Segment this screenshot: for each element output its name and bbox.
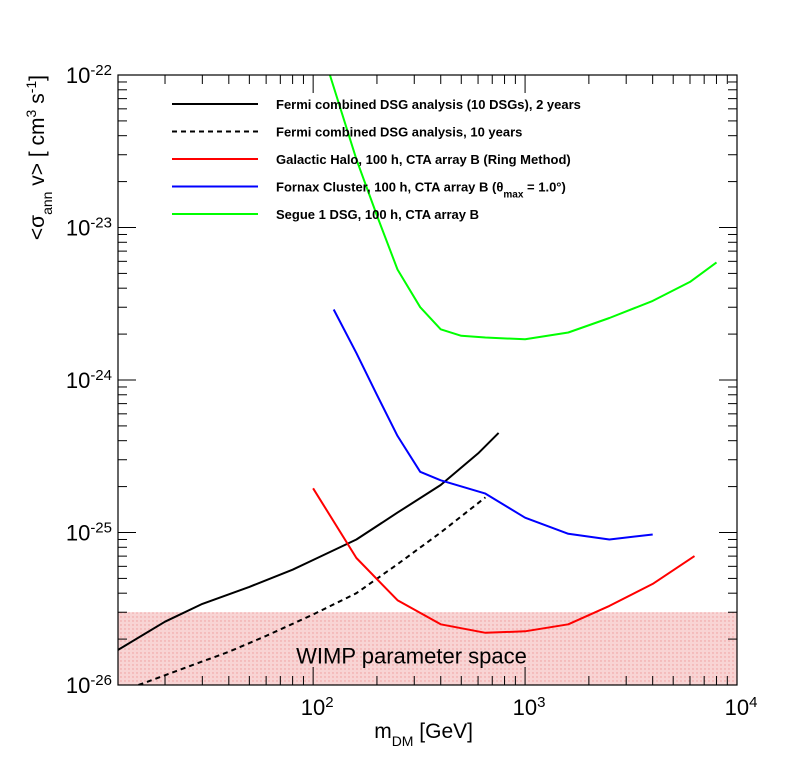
- series-layer: [118, 75, 718, 685]
- series-line-4: [328, 75, 718, 341]
- legend-label-0: Fermi combined DSG analysis (10 DSGs), 2…: [276, 97, 581, 112]
- x-tick-label: 103: [513, 694, 546, 721]
- y-tick-label: 10-26: [66, 672, 112, 699]
- legend-label-1: Fermi combined DSG analysis, 10 years: [276, 125, 522, 140]
- legend: Fermi combined DSG analysis (10 DSGs), 2…: [172, 97, 581, 222]
- series-line-2: [312, 487, 696, 634]
- y-tick-label: 10-24: [66, 367, 112, 394]
- y-tick-label: 10-22: [66, 62, 112, 89]
- y-axis-title: <σann v> [ cm3 s-1]: [23, 75, 55, 240]
- plot-frame: [117, 74, 738, 686]
- plot-background: [118, 75, 737, 685]
- wimp-band-label: WIMP parameter space: [296, 644, 527, 669]
- y-tick-label: 10-25: [66, 519, 112, 546]
- legend-label-4: Segue 1 DSG, 100 h, CTA array B: [276, 207, 479, 222]
- series-line-0: [118, 432, 500, 651]
- x-axis-title: mDM [GeV]: [374, 720, 473, 749]
- y-tick-label: 10-23: [66, 214, 112, 241]
- legend-label-3: Fornax Cluster, 100 h, CTA array B (θmax…: [276, 180, 566, 201]
- series-line-1: [138, 496, 487, 685]
- x-tick-label: 102: [301, 694, 334, 721]
- series-line-3: [332, 309, 653, 541]
- tick-labels: 102 103 104 10-22 10-23 10-24 10-25 10-26: [66, 62, 758, 721]
- x-tick-label: 104: [725, 694, 758, 721]
- legend-label-2: Galactic Halo, 100 h, CTA array B (Ring …: [276, 152, 571, 167]
- wimp-band: [118, 612, 737, 685]
